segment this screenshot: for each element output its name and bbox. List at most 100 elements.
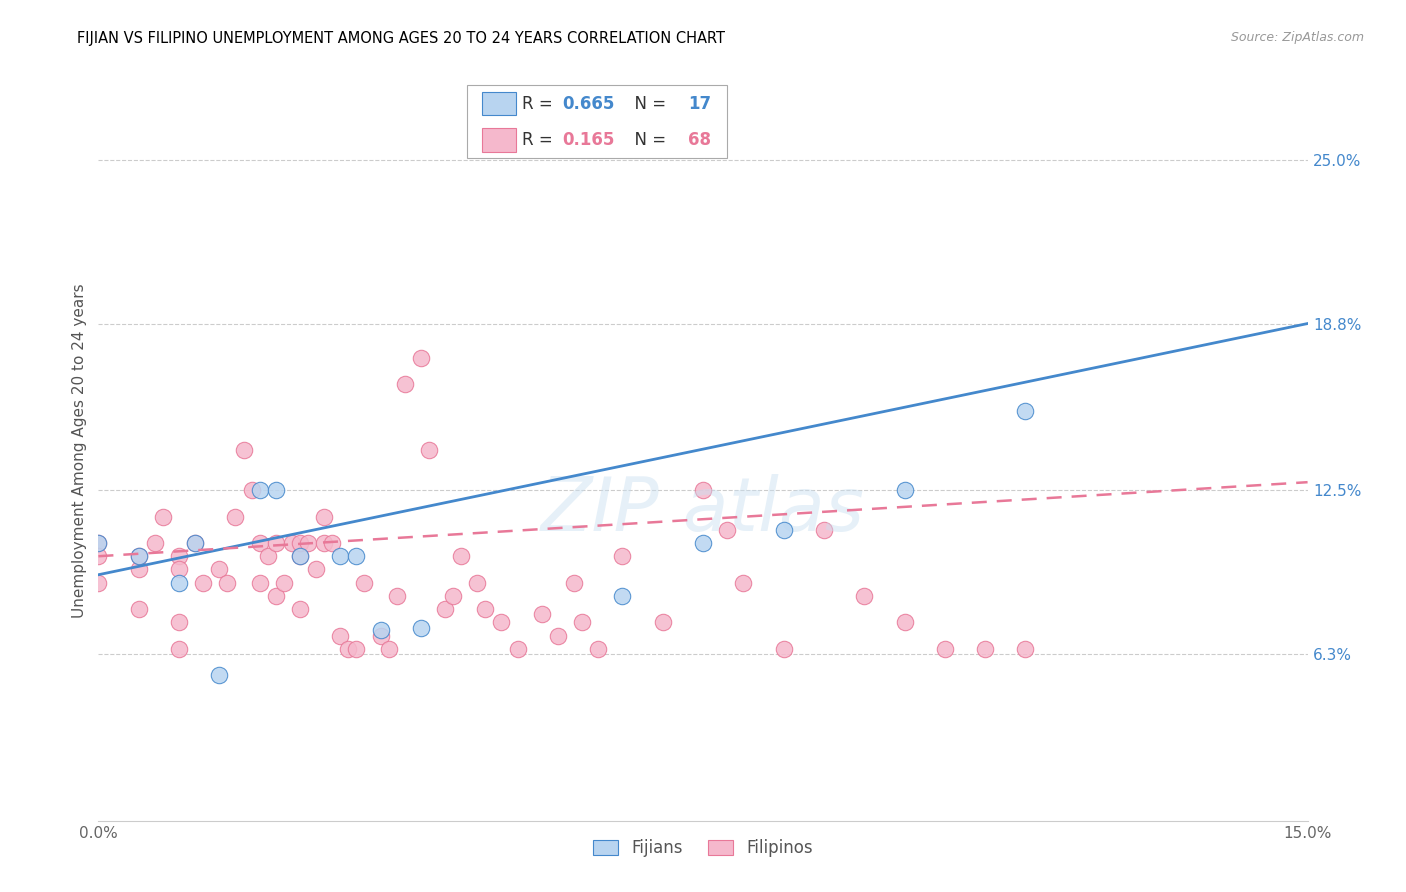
Point bbox=[370, 624, 392, 638]
Point bbox=[87, 575, 110, 590]
Point bbox=[409, 621, 432, 635]
Point bbox=[128, 562, 150, 576]
Point bbox=[1014, 404, 1036, 418]
Point bbox=[288, 549, 311, 564]
Text: N =: N = bbox=[624, 95, 672, 112]
Point bbox=[1014, 641, 1036, 656]
Point bbox=[491, 615, 513, 630]
Point bbox=[733, 575, 755, 590]
Point bbox=[692, 536, 714, 550]
Point bbox=[772, 641, 794, 656]
Point bbox=[143, 536, 166, 550]
Point bbox=[128, 549, 150, 564]
Point bbox=[167, 615, 190, 630]
Point bbox=[385, 589, 408, 603]
Point bbox=[530, 607, 553, 622]
Point bbox=[337, 641, 360, 656]
Point bbox=[167, 575, 190, 590]
Text: N =: N = bbox=[624, 131, 672, 149]
Point bbox=[128, 602, 150, 616]
Point bbox=[651, 615, 673, 630]
Point bbox=[692, 483, 714, 497]
Point bbox=[152, 509, 174, 524]
Point bbox=[547, 628, 569, 642]
Text: ZIP atlas: ZIP atlas bbox=[541, 474, 865, 546]
Point bbox=[974, 641, 997, 656]
Point bbox=[394, 377, 416, 392]
Point bbox=[288, 549, 311, 564]
Point bbox=[240, 483, 263, 497]
Point bbox=[232, 443, 254, 458]
Text: 0.165: 0.165 bbox=[562, 131, 614, 149]
Text: R =: R = bbox=[522, 95, 558, 112]
Point bbox=[184, 536, 207, 550]
Point bbox=[256, 549, 278, 564]
Point bbox=[813, 523, 835, 537]
Point bbox=[612, 549, 634, 564]
Text: Source: ZipAtlas.com: Source: ZipAtlas.com bbox=[1230, 31, 1364, 45]
Y-axis label: Unemployment Among Ages 20 to 24 years: Unemployment Among Ages 20 to 24 years bbox=[72, 283, 87, 618]
FancyBboxPatch shape bbox=[482, 92, 516, 115]
Point bbox=[264, 483, 287, 497]
Text: 68: 68 bbox=[689, 131, 711, 149]
Point bbox=[87, 536, 110, 550]
Point bbox=[418, 443, 440, 458]
Point bbox=[571, 615, 593, 630]
Point bbox=[249, 536, 271, 550]
Point bbox=[281, 536, 304, 550]
Point bbox=[193, 575, 215, 590]
Point bbox=[853, 589, 876, 603]
Point bbox=[893, 483, 915, 497]
Point bbox=[893, 615, 915, 630]
Point bbox=[305, 562, 328, 576]
Point bbox=[586, 641, 609, 656]
Point bbox=[128, 549, 150, 564]
Point bbox=[264, 536, 287, 550]
Text: R =: R = bbox=[522, 131, 558, 149]
Point bbox=[353, 575, 375, 590]
Text: 0.665: 0.665 bbox=[562, 95, 614, 112]
Point bbox=[184, 536, 207, 550]
Point bbox=[273, 575, 295, 590]
Point bbox=[772, 523, 794, 537]
Point bbox=[314, 536, 336, 550]
Point bbox=[344, 641, 367, 656]
Point bbox=[562, 575, 585, 590]
Text: FIJIAN VS FILIPINO UNEMPLOYMENT AMONG AGES 20 TO 24 YEARS CORRELATION CHART: FIJIAN VS FILIPINO UNEMPLOYMENT AMONG AG… bbox=[77, 31, 725, 46]
Point bbox=[450, 549, 472, 564]
Point bbox=[87, 536, 110, 550]
Point bbox=[716, 523, 738, 537]
Point bbox=[208, 668, 231, 682]
Point bbox=[288, 536, 311, 550]
Point bbox=[441, 589, 464, 603]
Point bbox=[87, 549, 110, 564]
Point bbox=[167, 562, 190, 576]
FancyBboxPatch shape bbox=[482, 128, 516, 152]
Point bbox=[321, 536, 343, 550]
Point bbox=[465, 575, 488, 590]
Point bbox=[217, 575, 239, 590]
Point bbox=[249, 483, 271, 497]
Point bbox=[612, 589, 634, 603]
Point bbox=[329, 549, 352, 564]
Point bbox=[409, 351, 432, 365]
Point bbox=[314, 509, 336, 524]
Point bbox=[208, 562, 231, 576]
Point bbox=[249, 575, 271, 590]
Point bbox=[264, 589, 287, 603]
Point bbox=[329, 628, 352, 642]
Legend: Fijians, Filipinos: Fijians, Filipinos bbox=[586, 833, 820, 864]
Text: 17: 17 bbox=[689, 95, 711, 112]
Point bbox=[370, 628, 392, 642]
Point bbox=[224, 509, 246, 524]
Point bbox=[934, 641, 956, 656]
Point bbox=[506, 641, 529, 656]
Point bbox=[377, 641, 399, 656]
Point bbox=[344, 549, 367, 564]
Point bbox=[167, 641, 190, 656]
FancyBboxPatch shape bbox=[467, 86, 727, 158]
Point bbox=[288, 602, 311, 616]
Point bbox=[434, 602, 457, 616]
Point bbox=[474, 602, 496, 616]
Point bbox=[297, 536, 319, 550]
